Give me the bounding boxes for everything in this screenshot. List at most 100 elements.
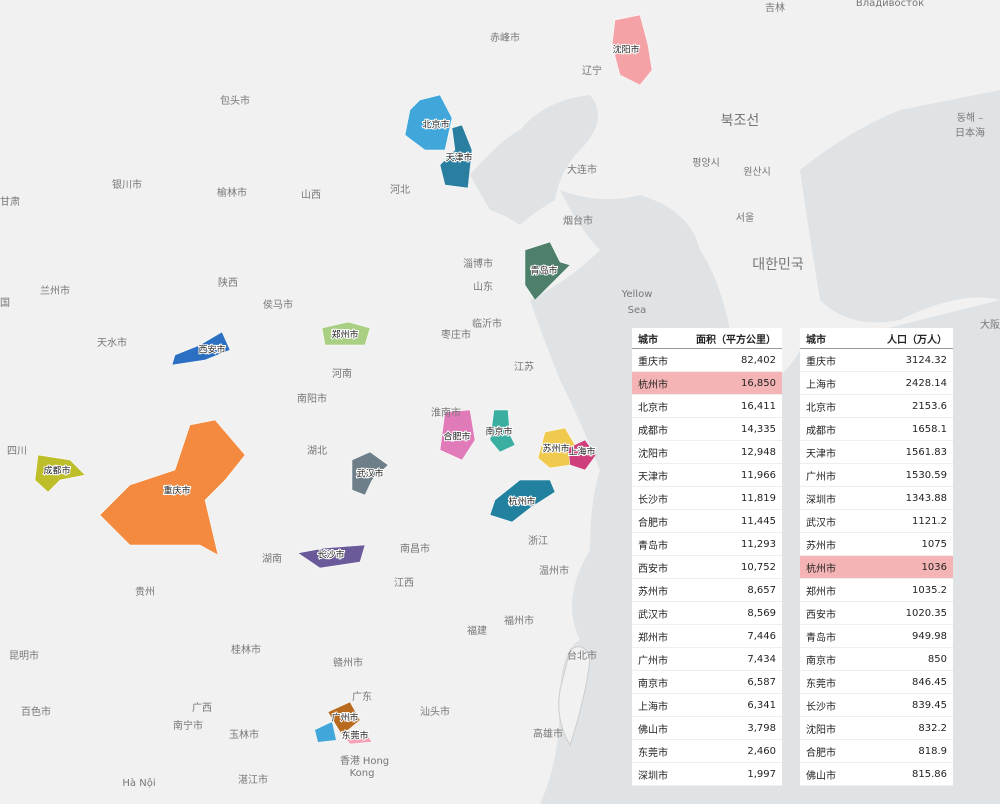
table-cell: 西安市 (806, 609, 836, 621)
place-label: 辽宁 (582, 64, 602, 77)
table-cell: 广州市 (806, 471, 836, 483)
place-label: 四川 (7, 446, 27, 457)
place-label: 湛江市 (238, 773, 268, 786)
place-label: 贵州 (135, 585, 155, 598)
table-cell: 沈阳市 (806, 724, 836, 736)
city-label: 南京市 (485, 426, 512, 438)
table-cell: 16,850 (741, 377, 776, 389)
table-cell: 杭州市 (638, 379, 668, 391)
table-cell: 东莞市 (806, 678, 836, 690)
table-cell: 2428.14 (905, 377, 947, 389)
city-region (567, 439, 597, 471)
city-region (315, 722, 336, 742)
table-row: 西安市 10,752 (632, 556, 782, 579)
table-cell: 1,997 (747, 768, 776, 780)
table-cell: 苏州市 (806, 540, 836, 552)
table-cell: 850 (927, 653, 947, 665)
table-row: 重庆市 3124.32 (800, 349, 953, 372)
city-region (489, 479, 556, 523)
place-label: 广东 (352, 690, 372, 703)
place-label: 高雄市 (533, 727, 563, 740)
table-cell: 3124.32 (905, 354, 947, 366)
table-row: 郑州市 7,446 (632, 625, 782, 648)
place-label: 台北市 (567, 649, 597, 662)
table-cell: 佛山市 (806, 770, 836, 782)
city-region (341, 731, 373, 745)
table-cell: 1658.1 (912, 423, 947, 435)
table-cell: 82,402 (741, 354, 776, 366)
table-cell: 8,569 (747, 607, 776, 619)
table-row: 重庆市 82,402 (632, 349, 782, 372)
table-cell: 南京市 (638, 678, 668, 690)
place-label: 临沂市 (472, 317, 502, 330)
table-cell: 北京市 (806, 402, 836, 414)
table-row: 东莞市 2,460 (632, 740, 782, 763)
place-label: 湖南 (262, 552, 282, 565)
table-cell: 6,587 (747, 676, 776, 688)
city-region (171, 331, 231, 366)
table-cell: 1121.2 (912, 515, 947, 527)
table-cell: 12,948 (741, 446, 776, 458)
table-cell: 青岛市 (806, 632, 836, 644)
place-label: 江西 (394, 577, 414, 589)
table-cell: 北京市 (638, 402, 668, 414)
table-row: 西安市 1020.35 (800, 602, 953, 625)
table-row: 武汉市 8,569 (632, 602, 782, 625)
table-cell: 杭州市 (806, 563, 836, 575)
table-cell: 东莞市 (638, 747, 668, 759)
table-cell: 1343.88 (905, 492, 947, 504)
place-label: 南宁市 (173, 719, 203, 732)
place-label: 大连市 (567, 163, 597, 176)
table-cell: 818.9 (918, 745, 947, 757)
table-cell: 长沙市 (638, 494, 668, 506)
table-cell: 10,752 (741, 561, 776, 573)
header-cell: 城市 (806, 334, 826, 346)
city-label: 东莞市 (341, 730, 368, 742)
city-label: 青岛市 (530, 265, 557, 277)
table-cell: 西安市 (638, 563, 668, 575)
place-label: 枣庄市 (441, 328, 471, 341)
table-row: 合肥市 11,445 (632, 510, 782, 533)
city-label: 郑州市 (331, 329, 358, 341)
city-region (327, 701, 361, 736)
table-row: 青岛市 949.98 (800, 625, 953, 648)
table-header: 城市 面积（平方公里） (632, 328, 782, 349)
place-label: 银川市 (112, 178, 142, 191)
table-row: 天津市 1561.83 (800, 441, 953, 464)
city-region (611, 14, 653, 86)
sea-of-japan (800, 90, 1000, 323)
table-row: 广州市 7,434 (632, 648, 782, 671)
table-cell: 1075 (921, 538, 947, 550)
place-label: 昆明市 (9, 649, 39, 662)
city-region (524, 241, 571, 301)
place-label: 淮南市 (431, 406, 461, 419)
place-label: 赣州市 (333, 656, 363, 669)
table-cell: 7,446 (747, 630, 776, 642)
table-header: 城市 人口（万人） (800, 328, 953, 349)
table-row: 武汉市 1121.2 (800, 510, 953, 533)
population-table: 城市 人口（万人） 重庆市 3124.32 上海市 2428.14 北京市 2153.6 成都市… (800, 328, 953, 786)
table-cell: 6,341 (747, 699, 776, 711)
city-label: 西安市 (198, 344, 225, 356)
table-cell: 苏州市 (638, 586, 668, 598)
city-region (297, 544, 366, 569)
table-row: 长沙市 11,819 (632, 487, 782, 510)
place-label: 包头市 (220, 94, 250, 107)
place-label: 山东 (473, 280, 493, 293)
city-region (34, 454, 86, 493)
table-row: 佛山市 815.86 (800, 763, 953, 786)
place-label: 북조선 (721, 113, 760, 129)
place-label: 평양시 (692, 157, 720, 169)
table-cell: 846.45 (912, 676, 947, 688)
city-label: 成都市 (43, 465, 70, 477)
table-cell: 沈阳市 (638, 448, 668, 460)
place-label: Владивосток (856, 0, 924, 9)
table-cell: 深圳市 (638, 770, 668, 782)
table-cell: 青岛市 (638, 540, 668, 552)
place-label: 江苏 (514, 360, 534, 373)
place-label: 山西 (301, 189, 321, 201)
table-cell: 南京市 (806, 655, 836, 667)
table-cell: 深圳市 (806, 494, 836, 506)
table-cell: 广州市 (638, 655, 668, 667)
table-cell: 天津市 (638, 471, 668, 483)
